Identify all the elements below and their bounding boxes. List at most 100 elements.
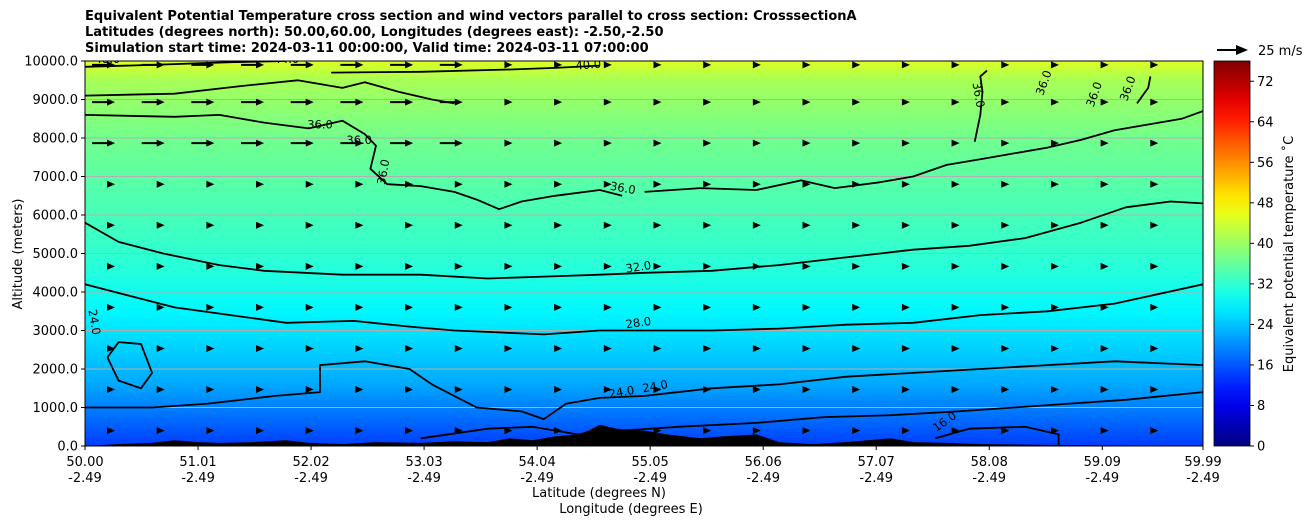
contour-line-32 (85, 200, 1203, 280)
wind-vector (1150, 344, 1159, 352)
contour-label: 24.0 (641, 377, 669, 395)
wind-vector (951, 262, 960, 270)
wind-vector (752, 344, 761, 352)
wind-vector (206, 221, 215, 229)
wind-vector (305, 386, 314, 394)
wind-vector (1100, 344, 1109, 352)
contour-line-36 (973, 69, 988, 142)
contour-lines (85, 61, 1203, 446)
wind-vector (802, 427, 811, 435)
wind-vector (504, 262, 513, 270)
wind-vector (256, 427, 265, 435)
contour-label: 32.0 (625, 258, 652, 275)
x-tick-label-lon: -2.49 (1186, 471, 1220, 486)
colorbar-label: Equivalent potential temperature ˚C (1281, 136, 1297, 372)
wind-vector (653, 386, 662, 394)
y-tick-label: 3000.0 (33, 324, 79, 339)
wind-vector (290, 61, 314, 69)
wind-vector (1150, 61, 1159, 69)
colorbar-ticks: 0 8 16 24 32 40 48 56 64 72 (1250, 75, 1274, 455)
wind-vector (390, 139, 414, 147)
colorbar-tick-label: 56 (1257, 156, 1274, 171)
wind-vector (256, 303, 265, 311)
wind-vector (92, 61, 115, 69)
contour-line-16 (935, 425, 1060, 446)
wind-vector (390, 98, 414, 106)
wind-vector (156, 180, 165, 188)
wind-vector (703, 61, 712, 69)
x-tick-label-lat: 52.02 (292, 455, 329, 470)
wind-vector (603, 303, 612, 311)
wind-vector (355, 262, 364, 270)
wind-vector (1050, 303, 1059, 311)
x-tick-label-lon: -2.49 (633, 471, 667, 486)
wind-vector (1150, 303, 1159, 311)
wind-vector (191, 61, 215, 69)
wind-vector (355, 344, 364, 352)
colorbar-tick-label: 0 (1257, 440, 1265, 455)
wind-vector (340, 61, 364, 69)
contour-label: 36.0 (374, 158, 392, 186)
contour-label: 48.0 (95, 52, 121, 66)
wind-vector (752, 303, 761, 311)
wind-vector (852, 61, 861, 69)
wind-vector (504, 139, 513, 147)
wind-vector (1001, 221, 1010, 229)
wind-vector (703, 303, 712, 311)
contour-label: 36.0 (307, 117, 333, 131)
y-tick-label: 2000.0 (33, 363, 79, 378)
wind-vector (405, 180, 414, 188)
wind-vector (752, 61, 761, 69)
wind-vector (141, 61, 165, 69)
wind-vector (305, 344, 314, 352)
wind-vector (554, 386, 563, 394)
wind-vector (603, 221, 612, 229)
wind-vector (703, 221, 712, 229)
wind-vector (603, 386, 612, 394)
wind-vector (256, 344, 265, 352)
wind-vector (554, 427, 563, 435)
wind-vector (191, 139, 215, 147)
wind-vector (703, 98, 712, 106)
wind-vector (1001, 139, 1010, 147)
wind-vector (107, 303, 115, 311)
wind-key: 25 m/s (1217, 44, 1303, 59)
wind-vector (156, 386, 165, 394)
x-tick-label-lon: -2.49 (859, 471, 893, 486)
x-tick-label-lon: -2.49 (520, 471, 554, 486)
wind-vector (703, 139, 712, 147)
wind-key-arrow-head (1236, 45, 1248, 55)
wind-vector (554, 180, 563, 188)
wind-vector (901, 427, 910, 435)
gridlines (85, 61, 1203, 446)
wind-vector (206, 386, 215, 394)
colorbar-tick-label: 64 (1257, 115, 1274, 130)
wind-vector (390, 61, 414, 69)
wind-vector (653, 344, 662, 352)
wind-vector (305, 303, 314, 311)
y-axis-label: Altitude (meters) (11, 199, 26, 310)
wind-vector (951, 180, 960, 188)
wind-vector (355, 221, 364, 229)
wind-vector (107, 427, 115, 435)
x-axis-label-longitude: Longitude (degrees E) (559, 502, 703, 517)
wind-vector (653, 61, 662, 69)
wind-vector (1050, 180, 1059, 188)
wind-vector (901, 61, 910, 69)
wind-vector (405, 221, 414, 229)
wind-vector (852, 180, 861, 188)
wind-vector (653, 303, 662, 311)
wind-vector (554, 221, 563, 229)
x-tick-label-lat: 50.00 (66, 455, 103, 470)
colorbar-tick-label: 16 (1257, 358, 1274, 373)
wind-vector (1150, 180, 1159, 188)
wind-vector (107, 386, 115, 394)
y-tick-label: 0.0 (57, 440, 78, 455)
wind-vector (1150, 221, 1159, 229)
wind-vector (1001, 180, 1010, 188)
y-tick-label: 1000.0 (33, 401, 79, 416)
wind-vector (703, 344, 712, 352)
wind-vector (305, 180, 314, 188)
terrain (85, 424, 1203, 446)
y-tick-label: 7000.0 (33, 170, 79, 185)
